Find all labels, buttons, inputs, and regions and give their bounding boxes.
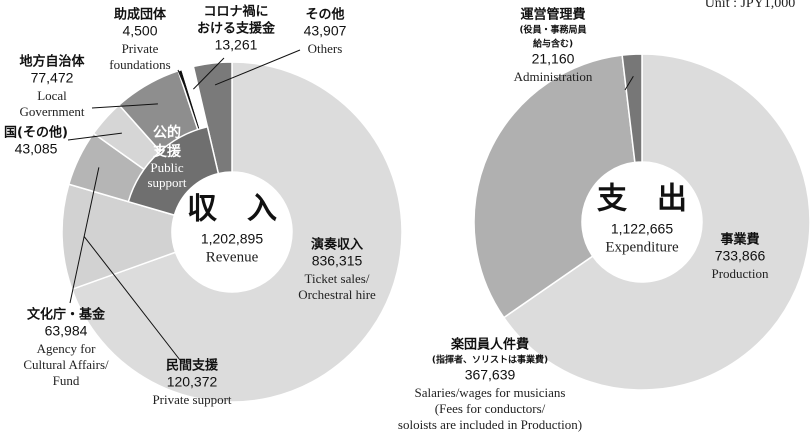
group-band [127, 125, 220, 217]
leader-line [69, 167, 100, 304]
center-subtitle: Revenue [206, 249, 259, 265]
segment-name: 演奏収入 [311, 237, 363, 253]
segment-name-en: Private [122, 41, 159, 56]
group-label-en: support [148, 175, 187, 190]
segment-value-label: 4,500 [122, 23, 157, 39]
group-label: 支援 [152, 143, 182, 160]
segment-note: (指揮者、ソリストは事業費) [432, 354, 548, 366]
segment-name-en: Government [20, 104, 85, 119]
segment-name: 運営管理費 [520, 7, 585, 23]
center-total: 1,202,895 [201, 231, 263, 247]
segment-name: 国(その他) [4, 125, 68, 141]
segment-name: 助成団体 [114, 7, 167, 23]
center-title: 支 出 [597, 182, 687, 217]
segment-value-label: 63,984 [45, 323, 88, 339]
donut-segment [621, 53, 643, 164]
leader-line [177, 69, 188, 92]
center-hole [584, 164, 700, 280]
center-hole [174, 174, 290, 290]
segment-name-en: Others [308, 41, 343, 56]
segment-value-label: 13,261 [215, 37, 258, 53]
segment-name-en: soloists are included in Production) [398, 417, 582, 432]
segment-value-label: 43,907 [304, 23, 347, 39]
segment-name-en: Cultural Affairs/ [23, 357, 109, 372]
segment-name-en: Fund [53, 373, 80, 388]
segment-name: 民間支援 [166, 358, 219, 374]
segment-name: 楽団員人件費 [450, 337, 529, 353]
leader-line [91, 103, 158, 109]
segment-name: 事業費 [720, 232, 759, 248]
segment-value-label: 836,315 [312, 253, 363, 269]
donut-segment [502, 53, 811, 391]
segment-name: 地方自治体 [19, 54, 85, 70]
leader-line [214, 49, 301, 86]
group-label: 公的 [153, 124, 181, 141]
segment-value-label: 733,866 [715, 248, 766, 264]
segment-name: その他 [305, 7, 344, 23]
segment-name-en: foundations [109, 57, 170, 72]
segment-name-en: Administration [514, 69, 593, 84]
segment-name-en: Agency for [37, 341, 97, 356]
segment-value-label: 120,372 [167, 374, 218, 390]
leader-line [83, 236, 181, 361]
segment-note: 給与含む) [533, 38, 573, 50]
donut-segment [70, 61, 403, 403]
center-total: 1,122,665 [611, 221, 673, 237]
segment-value-label: 43,085 [15, 141, 58, 157]
unit-label: Unit : JPY1,000 [705, 0, 796, 11]
segment-name-en: Ticket sales/ [305, 271, 370, 286]
segment-name: おける支援金 [197, 21, 276, 37]
segment-name-en: (Fees for conductors/ [435, 401, 546, 416]
segment-name-en: Private support [152, 392, 231, 407]
center-title: 収 入 [187, 192, 277, 227]
center-subtitle: Expenditure [605, 239, 679, 255]
segment-name-en: Orchestral hire [298, 287, 376, 302]
group-label-en: Public [150, 160, 183, 175]
segment-value-label: 21,160 [532, 51, 575, 67]
segment-name-en: Salaries/wages for musicians [415, 385, 566, 400]
segment-value-label: 77,472 [31, 70, 74, 86]
segment-name-en: Production [711, 266, 769, 281]
donut-segment [473, 54, 636, 319]
segment-name: 文化庁・基金 [27, 307, 106, 323]
leader-line [67, 132, 122, 141]
segment-note: (役員・事務局員 [519, 24, 586, 36]
segment-value-label: 367,639 [465, 367, 516, 383]
segment-name-en: Local [37, 88, 67, 103]
leader-line [193, 57, 225, 90]
leader-line [624, 75, 634, 91]
donut-segment [192, 61, 233, 175]
segment-name: コロナ禍に [203, 4, 268, 20]
